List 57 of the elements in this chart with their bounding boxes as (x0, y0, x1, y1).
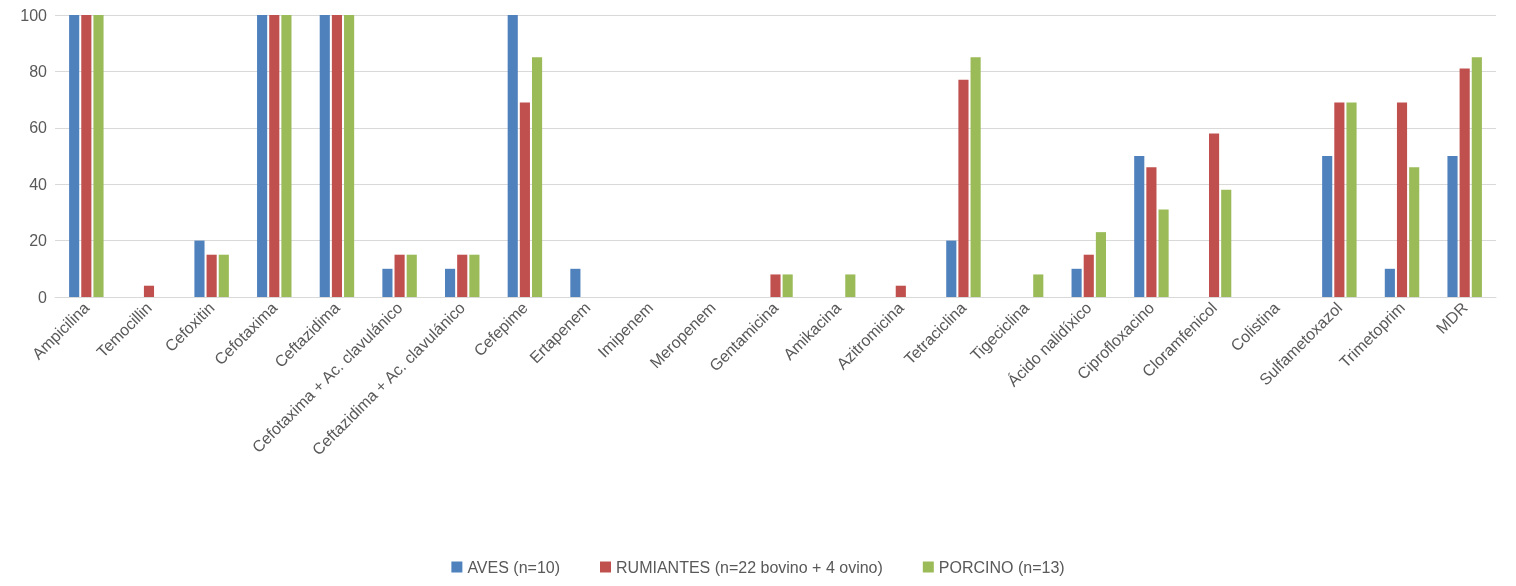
bar (946, 240, 957, 297)
y-tick-label: 0 (38, 288, 48, 306)
bar (331, 15, 342, 297)
bar (93, 15, 104, 297)
bar (519, 102, 530, 297)
bar (382, 268, 393, 297)
bar (269, 15, 280, 297)
bar (1447, 156, 1458, 297)
bar (895, 285, 906, 297)
bar (782, 274, 793, 297)
bar (1471, 57, 1482, 297)
bar (1396, 102, 1408, 297)
bar (770, 274, 781, 297)
bar (445, 268, 456, 297)
bar (394, 254, 405, 297)
bar (69, 15, 80, 297)
y-tick-label: 80 (29, 62, 48, 80)
bar (1071, 268, 1082, 297)
bar (1134, 156, 1145, 297)
bar (1384, 268, 1395, 297)
legend-label: PORCINO (n=13) (938, 558, 1065, 576)
bar (1322, 156, 1333, 297)
y-tick-label: 40 (29, 175, 48, 193)
bar (257, 15, 268, 297)
bar (406, 254, 417, 297)
bar (1083, 254, 1094, 297)
y-tick-label: 60 (29, 119, 48, 137)
y-tick-label: 100 (20, 6, 48, 24)
bar (970, 57, 981, 297)
bar (1095, 232, 1106, 297)
y-tick-label: 20 (29, 232, 48, 250)
bar (1146, 167, 1157, 297)
bar (1209, 133, 1220, 297)
bar (457, 254, 468, 297)
bar (143, 285, 155, 297)
bar (218, 254, 229, 297)
bar (1334, 102, 1345, 297)
bar (1033, 274, 1044, 297)
legend-label: RUMIANTES (n=22 bovino + 4 ovino) (616, 558, 883, 576)
bar (469, 254, 480, 297)
bar (507, 15, 518, 297)
bar (958, 79, 969, 297)
bar (845, 274, 856, 297)
bar (81, 15, 92, 297)
bar (1459, 68, 1470, 297)
bar (319, 15, 330, 297)
bar (1346, 102, 1357, 297)
bar (206, 254, 217, 297)
bar (194, 240, 205, 297)
bar (1221, 189, 1232, 297)
legend-label: AVES (n=10) (467, 558, 561, 576)
bar (1158, 209, 1169, 297)
bar (344, 15, 355, 297)
bar (281, 15, 292, 297)
bar (1409, 167, 1420, 297)
bar (570, 268, 581, 297)
bar (531, 57, 543, 297)
